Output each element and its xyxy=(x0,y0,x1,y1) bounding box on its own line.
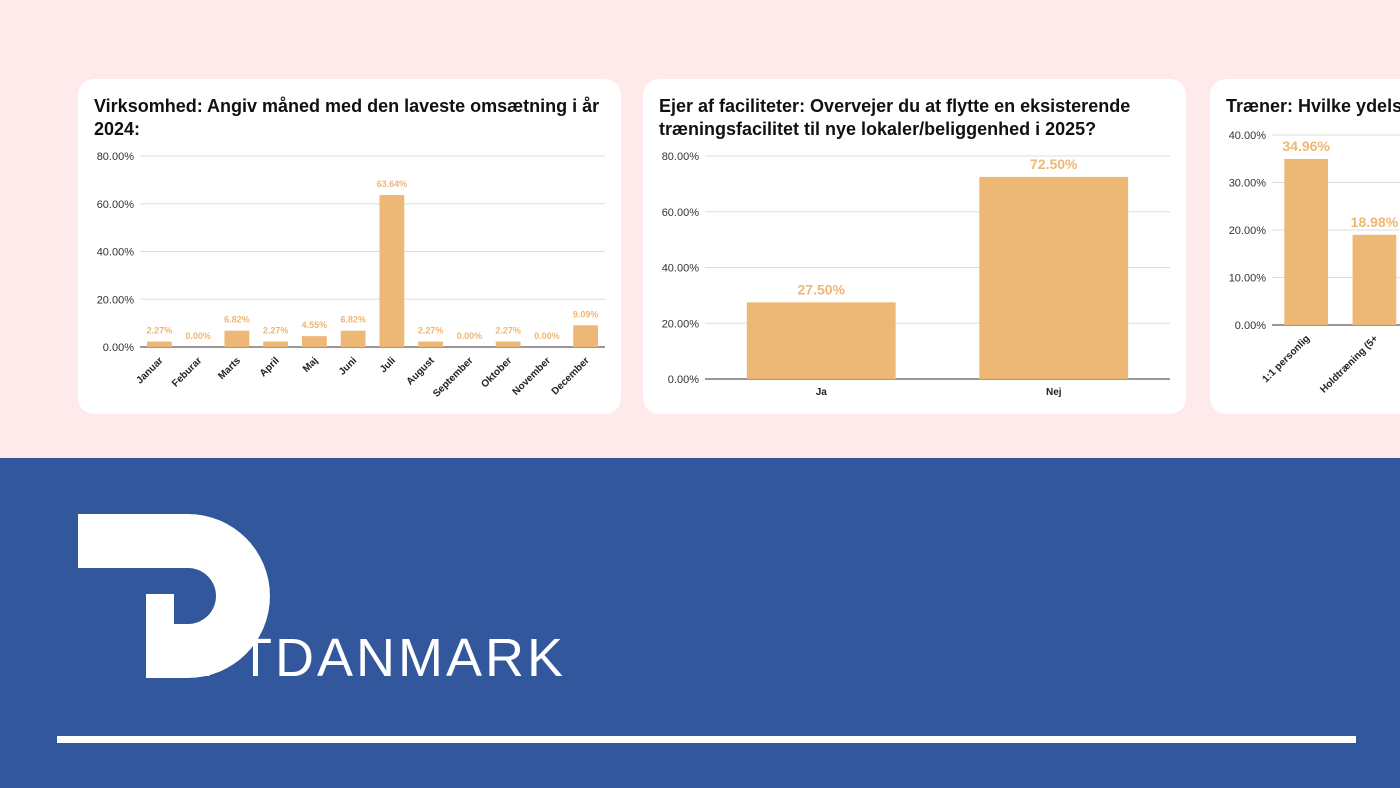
data-label: 34.96% xyxy=(1282,138,1330,154)
bar-august xyxy=(418,341,444,347)
x-tick-label: November xyxy=(511,355,553,397)
data-label: 27.50% xyxy=(798,281,846,297)
x-tick-label: Januar xyxy=(135,355,166,386)
chart-card-lowest-revenue-month: Virksomhed: Angiv måned med den laveste … xyxy=(78,79,621,414)
y-tick-label: 20.00% xyxy=(97,294,135,306)
y-tick-label: 60.00% xyxy=(97,199,135,211)
data-label: 4.55% xyxy=(302,320,328,330)
y-tick-label: 60.00% xyxy=(662,207,700,219)
data-label: 6.82% xyxy=(224,315,250,325)
bar-januar xyxy=(146,341,172,347)
p-logo-icon xyxy=(78,514,270,678)
y-tick-label: 80.00% xyxy=(662,151,700,163)
y-tick-label: 20.00% xyxy=(1229,225,1267,237)
y-tick-label: 40.00% xyxy=(662,263,700,275)
bar-ja xyxy=(746,302,896,379)
data-label: 0.00% xyxy=(185,331,211,341)
bar-1-1-personlig xyxy=(1284,158,1328,325)
x-tick-label: Feburar xyxy=(170,355,204,389)
y-tick-label: 0.00% xyxy=(668,374,699,386)
y-tick-label: 0.00% xyxy=(103,342,134,354)
data-label: 2.27% xyxy=(495,326,521,336)
bar-holdtræning-5- xyxy=(1352,234,1397,325)
y-tick-label: 40.00% xyxy=(97,247,135,259)
data-label: 9.09% xyxy=(573,309,599,319)
bar-nej xyxy=(979,176,1129,379)
y-tick-label: 0.00% xyxy=(1235,320,1266,332)
bar-chart-lowest-revenue-month: 0.00% 20.00% 40.00% 60.00% 80.00% 2.27% Januar… xyxy=(97,151,605,400)
data-label: 0.00% xyxy=(457,331,483,341)
data-label: 18.98% xyxy=(1351,214,1399,230)
x-tick-label: Marts xyxy=(216,355,243,382)
bar-juli xyxy=(379,195,405,347)
bar-oktober xyxy=(495,341,521,347)
y-tick-label: 10.00% xyxy=(1229,273,1267,285)
x-tick-label: December xyxy=(550,355,592,397)
top-band: Virksomhed: Angiv måned med den laveste … xyxy=(0,0,1400,458)
x-tick-label: 1:1 personlig xyxy=(1260,333,1312,385)
x-tick-label: April xyxy=(258,355,282,379)
bar-chart-trainer-services: 0.00% 10.00% 20.00% 30.00% 40.00% 34.96% 1:1 p… xyxy=(1229,130,1400,396)
x-tick-label: Oktober xyxy=(479,355,514,390)
bar-marts xyxy=(224,330,250,347)
x-tick-label: August xyxy=(405,355,438,388)
data-label: 2.27% xyxy=(147,326,173,336)
chart-title: Træner: Hvilke ydelser xyxy=(1226,96,1400,116)
x-tick-label: September xyxy=(431,355,475,399)
data-label: 2.27% xyxy=(418,326,444,336)
bar-december xyxy=(573,325,599,347)
x-tick-label: Ja xyxy=(816,387,828,398)
brand-name: PTDANMARK xyxy=(200,628,567,688)
x-tick-label: Maj xyxy=(301,355,321,375)
divider-line xyxy=(57,736,1356,743)
bar-maj xyxy=(301,336,327,347)
bar-april xyxy=(263,341,289,347)
x-tick-label: Holdtræning (5+ xyxy=(1318,333,1380,395)
chart-title: Ejer af faciliteter: Overvejer du at fly… xyxy=(659,96,1131,139)
x-tick-label: Nej xyxy=(1046,387,1062,398)
y-tick-label: 80.00% xyxy=(97,151,135,163)
y-tick-label: 30.00% xyxy=(1229,178,1267,190)
x-tick-label: Juni xyxy=(337,355,359,377)
bar-juni xyxy=(340,330,366,347)
x-tick-label: Juli xyxy=(378,355,398,375)
data-label: 63.64% xyxy=(377,179,408,189)
data-label: 72.50% xyxy=(1030,156,1078,172)
data-label: 6.82% xyxy=(340,315,366,325)
data-label: 2.27% xyxy=(263,326,289,336)
y-tick-label: 20.00% xyxy=(662,318,700,330)
chart-title: Virksomhed: Angiv måned med den laveste … xyxy=(94,96,600,139)
bar-chart-facility-relocation: 0.00% 20.00% 40.00% 60.00% 80.00% 27.50% Ja 72.… xyxy=(662,151,1170,398)
chart-card-trainer-services: Træner: Hvilke ydelser 0.00% 10.00% 20.00%… xyxy=(1210,79,1400,414)
chart-card-facility-relocation: Ejer af faciliteter: Overvejer du at fly… xyxy=(643,79,1186,414)
data-label: 0.00% xyxy=(534,331,560,341)
y-tick-label: 40.00% xyxy=(1229,130,1267,142)
